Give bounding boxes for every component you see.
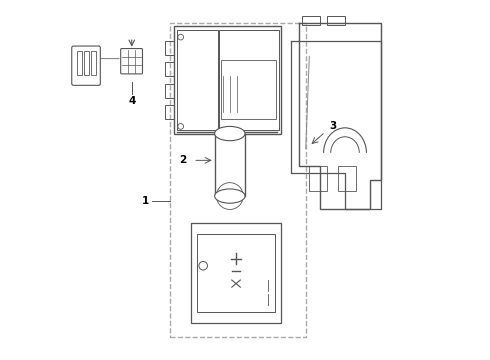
Bar (220, 60, 276, 119)
Bar (197, 234, 275, 312)
Text: 4: 4 (128, 96, 135, 107)
Bar (92, 51, 96, 75)
Bar (165, 84, 173, 98)
Bar (77, 51, 82, 75)
Bar (309, 166, 327, 191)
Bar (165, 62, 173, 76)
Ellipse shape (215, 189, 245, 203)
Bar (84, 51, 89, 75)
Bar (170, 23, 306, 337)
Text: 2: 2 (179, 156, 186, 165)
Ellipse shape (215, 126, 245, 141)
Bar (165, 41, 173, 55)
Bar (173, 26, 281, 134)
Bar (338, 166, 356, 191)
Text: 1: 1 (141, 197, 148, 206)
Bar (177, 30, 218, 130)
Bar (215, 134, 245, 196)
Bar (219, 30, 279, 130)
Bar (327, 16, 345, 24)
Bar (302, 16, 320, 24)
Bar (165, 105, 173, 119)
Bar (192, 223, 281, 323)
Text: 3: 3 (329, 121, 336, 131)
